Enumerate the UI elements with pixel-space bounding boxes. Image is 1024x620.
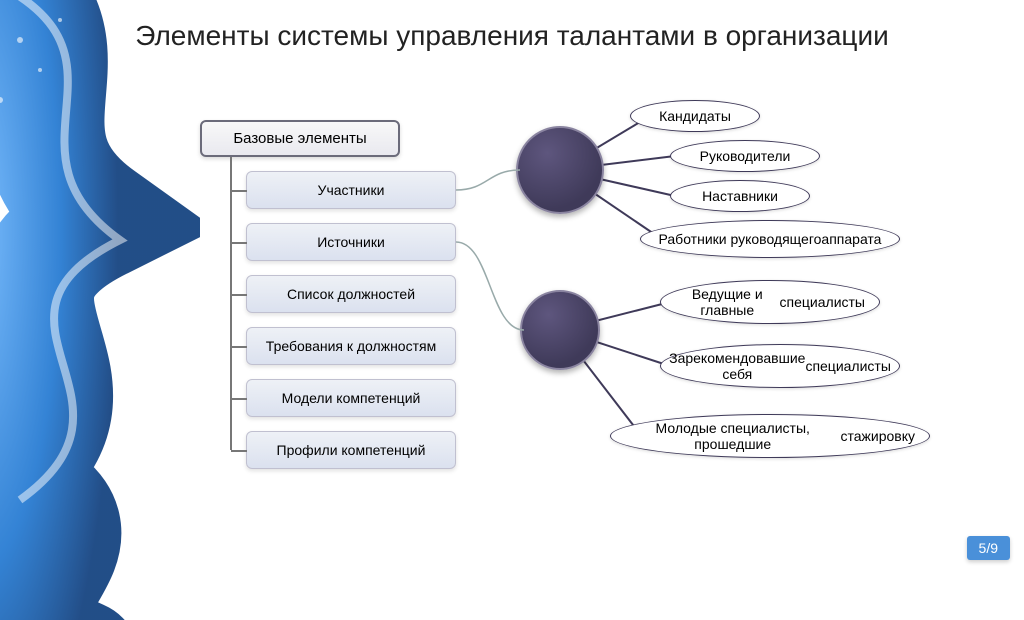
org-item: Требования к должностям bbox=[246, 327, 456, 365]
decorative-swirl bbox=[0, 0, 200, 620]
org-chart: Базовые элементы УчастникиИсточникиСписо… bbox=[200, 120, 430, 483]
org-list: УчастникиИсточникиСписок должностейТребо… bbox=[200, 171, 430, 469]
mindmap-bubble: Молодые специалисты, прошедшиестажировку bbox=[610, 414, 930, 458]
mindmap-hub bbox=[516, 126, 604, 214]
mindmap-hub bbox=[520, 290, 600, 370]
org-item: Источники bbox=[246, 223, 456, 261]
page-number-badge: 5/9 bbox=[967, 536, 1010, 560]
org-item: Профили компетенций bbox=[246, 431, 456, 469]
mindmap-bubble: Наставники bbox=[670, 180, 810, 212]
mindmap: Кандидаты Руководители Наставники Работники… bbox=[460, 100, 1020, 540]
mindmap-bubble: Руководители bbox=[670, 140, 820, 172]
mindmap-bubble: Работники руководящегоаппарата bbox=[640, 220, 900, 258]
slide-title: Элементы системы управления талантами в … bbox=[0, 18, 1024, 53]
mindmap-bubble: Ведущие и главныеспециалисты bbox=[660, 280, 880, 324]
org-item: Список должностей bbox=[246, 275, 456, 313]
mindmap-bubble: Зарекомендовавшие себяспециалисты bbox=[660, 344, 900, 388]
mindmap-bubble: Кандидаты bbox=[630, 100, 760, 132]
org-vertical-connector bbox=[230, 157, 232, 450]
org-item: Участники bbox=[246, 171, 456, 209]
org-item: Модели компетенций bbox=[246, 379, 456, 417]
org-head: Базовые элементы bbox=[200, 120, 400, 157]
